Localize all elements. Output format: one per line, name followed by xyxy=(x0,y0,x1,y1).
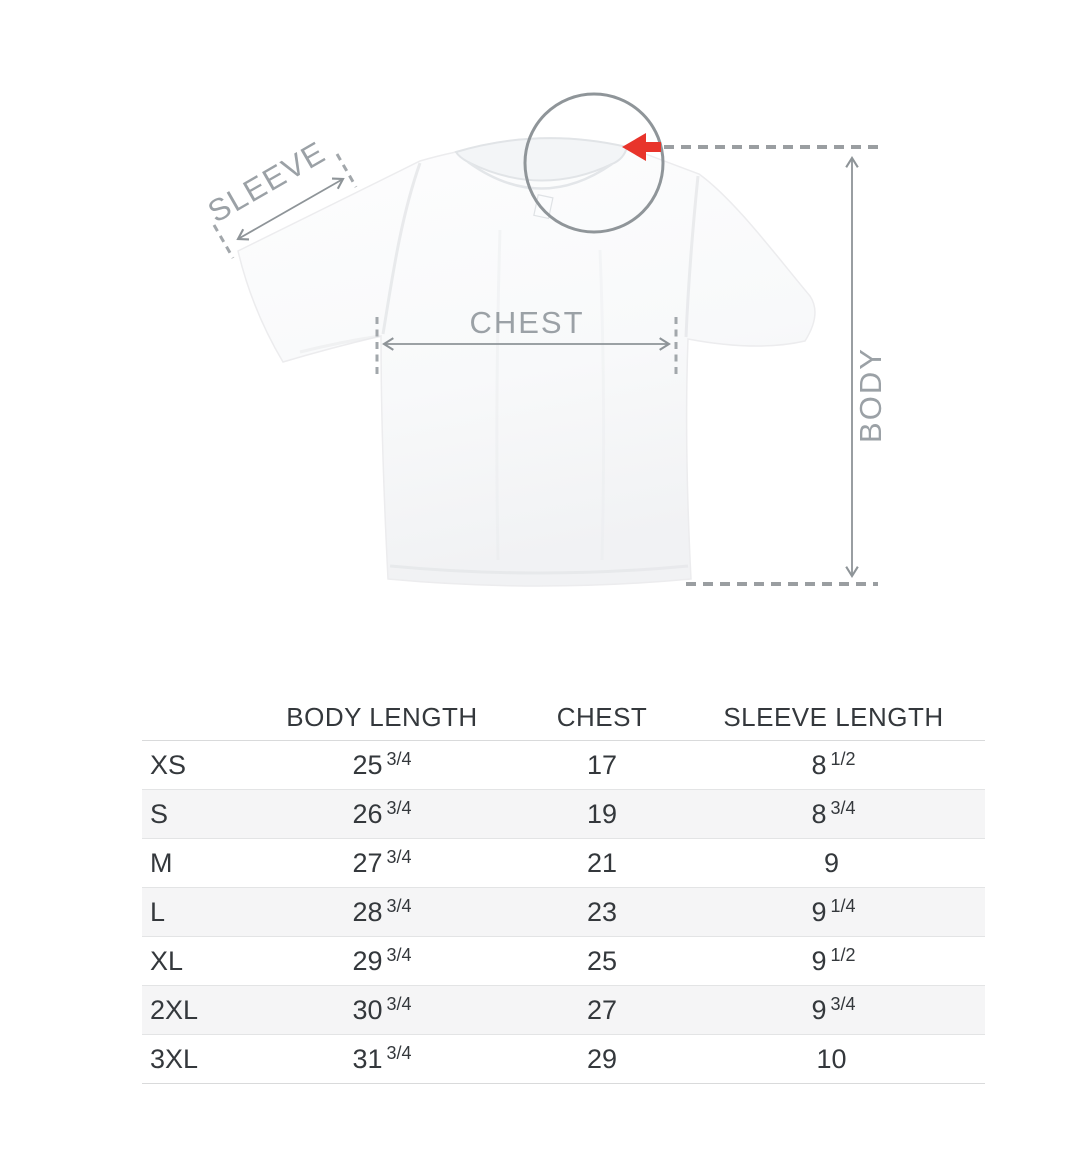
tshirt-seams xyxy=(299,162,700,575)
table-row-l: L 28 3/4 23 9 1/4 xyxy=(142,887,985,936)
body-length-value: 27 3/4 xyxy=(242,846,522,879)
value-whole: 9 xyxy=(823,847,840,878)
sleeve-length-value: 9 xyxy=(682,848,985,879)
table-row-xl: XL 29 3/4 25 9 1/2 xyxy=(142,936,985,985)
value-whole: 29 xyxy=(352,945,383,976)
collar-highlight-circle xyxy=(523,92,665,234)
value-whole: 8 xyxy=(811,798,827,829)
table-row-3xl: 3XL 31 3/4 29 10 xyxy=(142,1034,985,1083)
value-fraction: 3/4 xyxy=(830,797,856,818)
value-whole: 27 xyxy=(352,847,383,878)
body-length-value: 29 3/4 xyxy=(242,944,522,977)
size-table-body: XS 25 3/4 17 8 1/2 S 26 3/4 19 8 3/4 M 27 3/4… xyxy=(142,740,985,1084)
chest-value: 21 xyxy=(586,847,618,878)
value-fraction: 3/4 xyxy=(386,1042,412,1063)
value-whole: 9 xyxy=(811,994,827,1025)
table-row-s: S 26 3/4 19 8 3/4 xyxy=(142,789,985,838)
sleeve-tick-lower xyxy=(212,224,235,259)
chest-value: 17 xyxy=(586,749,618,780)
size-table-header: BODY LENGTH CHEST SLEEVE LENGTH xyxy=(142,694,985,740)
tshirt-collar xyxy=(454,137,629,182)
header-body-length: BODY LENGTH xyxy=(286,701,478,732)
header-sleeve-length: SLEEVE LENGTH xyxy=(723,701,944,732)
size-label: 3XL xyxy=(150,1043,199,1074)
sleeve-length-value: 9 1/4 xyxy=(682,895,985,928)
value-fraction: 3/4 xyxy=(386,748,412,769)
chest-value: 29 xyxy=(586,1043,618,1074)
sleeve-arrow xyxy=(236,177,345,241)
size-label: XS xyxy=(150,749,187,780)
table-row-xs: XS 25 3/4 17 8 1/2 xyxy=(142,741,985,789)
value-fraction: 3/4 xyxy=(386,993,412,1014)
value-fraction: 3/4 xyxy=(386,895,412,916)
sleeve-length-value: 8 3/4 xyxy=(682,797,985,830)
value-fraction: 3/4 xyxy=(830,993,856,1014)
value-whole: 10 xyxy=(816,1043,847,1074)
value-fraction: 1/2 xyxy=(830,748,856,769)
sleeve-length-value: 8 1/2 xyxy=(682,748,985,781)
sleeve-length-value: 9 1/2 xyxy=(682,944,985,977)
value-whole: 28 xyxy=(352,896,383,927)
value-whole: 26 xyxy=(352,798,383,829)
collar-pointer-red-arrow-icon xyxy=(622,133,661,161)
value-fraction: 1/4 xyxy=(830,895,856,916)
value-fraction: 3/4 xyxy=(386,846,412,867)
size-label: 2XL xyxy=(150,994,199,1025)
body-label: BODY xyxy=(853,347,888,443)
value-fraction: 3/4 xyxy=(386,944,412,965)
table-row-m: M 27 3/4 21 9 xyxy=(142,838,985,887)
size-label: M xyxy=(150,847,173,878)
chest-measurement: CHEST xyxy=(375,305,678,374)
value-fraction: 3/4 xyxy=(386,797,412,818)
collar-inner-seam xyxy=(467,160,613,190)
size-label: L xyxy=(150,896,166,927)
value-whole: 9 xyxy=(811,896,827,927)
sleeve-length-value: 9 3/4 xyxy=(682,993,985,1026)
chest-value: 25 xyxy=(586,945,618,976)
size-label: XL xyxy=(150,945,184,976)
value-whole: 30 xyxy=(352,994,383,1025)
body-measurement: BODY xyxy=(664,145,888,586)
body-length-value: 28 3/4 xyxy=(242,895,522,928)
value-whole: 25 xyxy=(352,749,383,780)
body-length-value: 31 3/4 xyxy=(242,1042,522,1075)
chest-value: 19 xyxy=(586,798,618,829)
body-length-value: 25 3/4 xyxy=(242,748,522,781)
chest-value: 23 xyxy=(586,896,618,927)
tshirt-body xyxy=(237,137,816,587)
sleeve-length-value: 10 xyxy=(682,1044,985,1075)
value-fraction: 1/2 xyxy=(830,944,856,965)
tshirt-measurement-diagram: SLEEVE CHEST BODY xyxy=(202,92,888,587)
chest-label: CHEST xyxy=(469,305,584,340)
size-table: BODY LENGTH CHEST SLEEVE LENGTH XS 25 3/4… xyxy=(142,694,985,1084)
neck-tag xyxy=(533,194,554,220)
table-row-2xl: 2XL 30 3/4 27 9 3/4 xyxy=(142,985,985,1034)
body-length-value: 26 3/4 xyxy=(242,797,522,830)
tshirt-illustration xyxy=(237,137,816,587)
body-length-value: 30 3/4 xyxy=(242,993,522,1026)
chest-value: 27 xyxy=(586,994,618,1025)
header-chest: CHEST xyxy=(556,701,648,732)
size-label: S xyxy=(150,798,169,829)
sleeve-tick-upper xyxy=(335,153,358,188)
value-whole: 8 xyxy=(811,749,827,780)
value-whole: 31 xyxy=(352,1043,383,1074)
value-whole: 9 xyxy=(811,945,827,976)
